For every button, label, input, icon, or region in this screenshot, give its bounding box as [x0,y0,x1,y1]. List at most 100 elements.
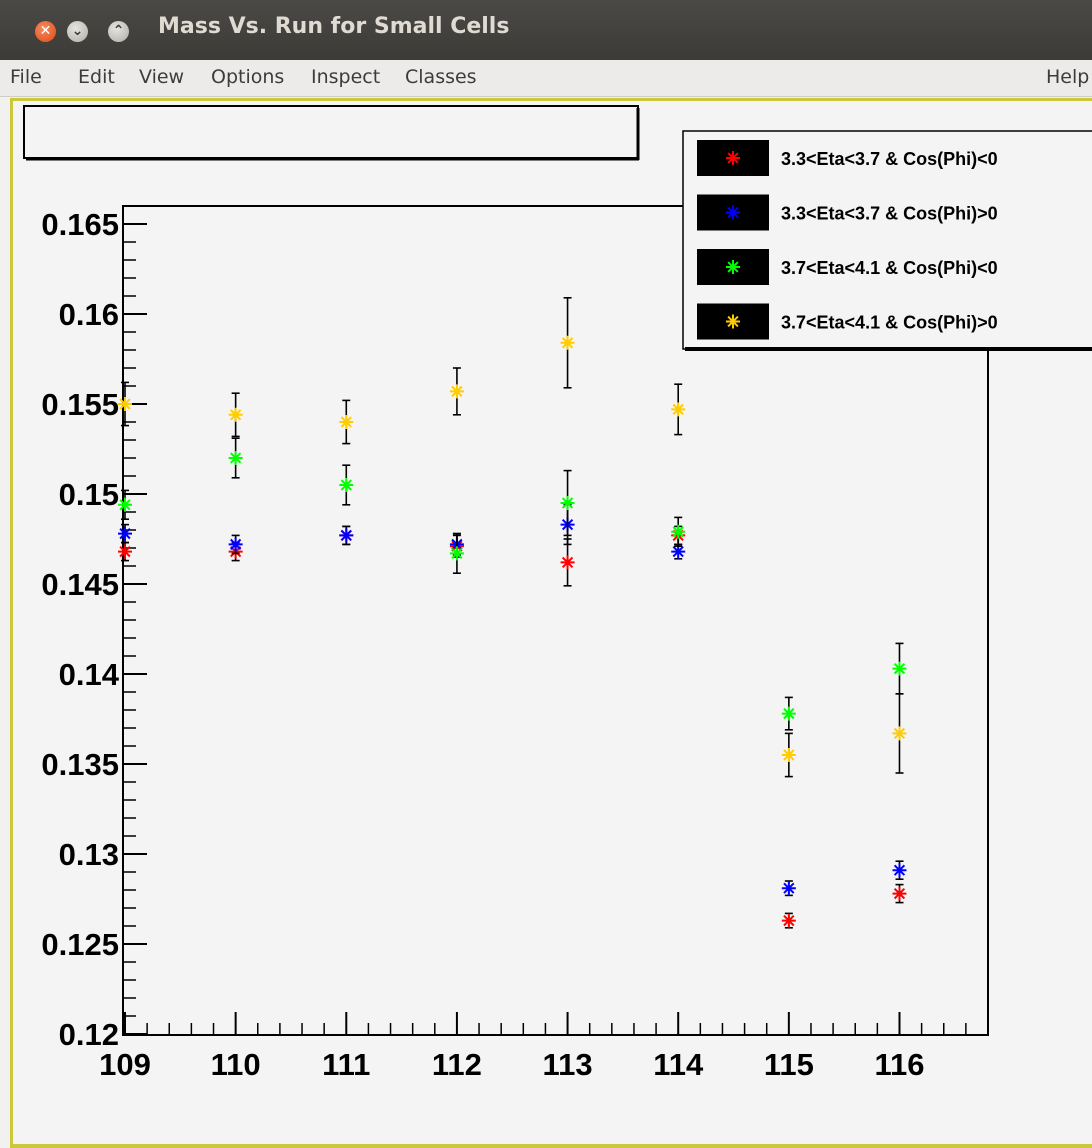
star-marker-strokes [671,402,686,417]
minimize-icon: ⌄ [71,23,84,39]
close-window-button[interactable]: ✕ [35,21,56,42]
data-point [449,546,464,561]
star-marker-strokes [892,726,907,741]
star-marker-strokes [228,451,243,465]
data-point [892,726,907,741]
data-point [449,384,464,399]
star-marker-strokes [892,661,907,676]
y-tick-label: 0.145 [41,567,119,602]
star-marker-strokes [892,863,907,878]
x-tick-label: 113 [543,1047,593,1082]
star-marker-strokes [118,397,132,411]
data-point [118,497,132,512]
y-tick-label: 0.13 [59,837,119,872]
data-point [892,661,907,676]
menu-view[interactable]: View [139,66,185,88]
y-tick-label: 0.135 [41,747,119,782]
data-points-group [118,296,907,929]
menu-help[interactable]: Help [1046,66,1090,88]
x-tick-label: 112 [432,1047,482,1082]
star-marker-strokes [726,314,740,329]
menu-classes[interactable]: Classes [405,66,477,88]
window-title: Mass Vs. Run for Small Cells [158,14,510,39]
y-tick-label: 0.165 [41,207,119,242]
axes-group: 0.12 0.125 0.13 0.135 0.14 0.145 0.15 0.155 0.16… [41,207,989,1082]
menu-inspect[interactable]: Inspect [311,66,381,88]
data-point [560,335,575,350]
legend: 3.3<Eta<3.7 & Cos(Phi)<0 3.3<Eta<3.7 & Co… [682,130,1092,351]
data-point [339,478,354,492]
star-marker-strokes [781,913,796,928]
data-point [118,397,132,411]
data-point [339,415,354,429]
legend-entry-label: 3.3<Eta<3.7 & Cos(Phi)>0 [781,204,998,224]
star-marker-strokes [726,205,740,220]
star-marker-strokes [339,415,354,429]
star-marker-strokes [339,528,354,543]
menu-options[interactable]: Options [211,66,285,88]
y-tick-label: 0.16 [59,297,119,332]
y-tick-label: 0.155 [41,387,119,422]
data-point [892,886,907,901]
star-marker-strokes [118,526,132,541]
data-point [228,537,243,552]
minimize-window-button[interactable]: ⌄ [67,21,88,42]
legend-entry-label: 3.3<Eta<3.7 & Cos(Phi)<0 [781,149,998,169]
star-marker-strokes [560,555,575,570]
maximize-window-button[interactable]: ⌃ [108,21,129,42]
legend-entry-label: 3.7<Eta<4.1 & Cos(Phi)<0 [781,258,998,278]
y-tick-label: 0.14 [59,657,120,692]
star-marker-strokes [726,260,740,274]
legend-marker [726,260,740,274]
star-marker-strokes [671,544,686,559]
star-marker-strokes [781,706,796,721]
window-titlebar: ✕ ⌄ ⌃ Mass Vs. Run for Small Cells [0,0,1092,60]
data-point [781,913,796,928]
data-point [671,524,686,539]
x-tick-label: 115 [764,1047,814,1082]
data-point [671,402,686,417]
legend-entry-label: 3.7<Eta<4.1 & Cos(Phi)>0 [781,313,998,333]
legend-marker [726,205,740,220]
x-tick-label: 116 [874,1047,924,1082]
star-marker-strokes [228,407,243,422]
data-point [118,526,132,541]
star-marker-strokes [781,748,796,762]
star-marker-strokes [560,496,575,510]
x-tick-label: 109 [99,1047,151,1082]
data-point [339,528,354,543]
data-point [228,407,243,422]
data-point [228,451,243,465]
star-marker-strokes [671,524,686,539]
star-marker-strokes [339,478,354,492]
menu-bar: File Edit View Options Inspect Classes H… [0,60,1092,97]
star-marker-strokes [781,881,796,896]
y-tick-label: 0.125 [41,927,119,962]
star-marker-strokes [228,537,243,552]
menu-file[interactable]: File [10,66,42,88]
x-tick-label: 111 [322,1047,370,1082]
y-tick-label: 0.12 [59,1017,119,1052]
close-icon: ✕ [39,23,52,39]
data-point [781,706,796,721]
data-point [892,863,907,878]
star-marker-strokes [118,544,132,559]
data-point [781,748,796,762]
star-marker-strokes [449,384,464,399]
data-point [671,544,686,559]
menu-edit[interactable]: Edit [78,66,115,88]
data-point [560,555,575,570]
maximize-icon: ⌃ [112,23,125,39]
x-tick-label: 110 [211,1047,261,1082]
star-marker-strokes [118,497,132,512]
legend-marker [726,314,740,329]
y-tick-label: 0.15 [59,477,119,512]
data-point [560,496,575,510]
data-point [118,544,132,559]
legend-marker [726,151,740,165]
x-tick-label: 114 [653,1047,704,1082]
star-marker-strokes [892,886,907,901]
star-marker-strokes [726,151,740,165]
star-marker-strokes [560,335,575,350]
